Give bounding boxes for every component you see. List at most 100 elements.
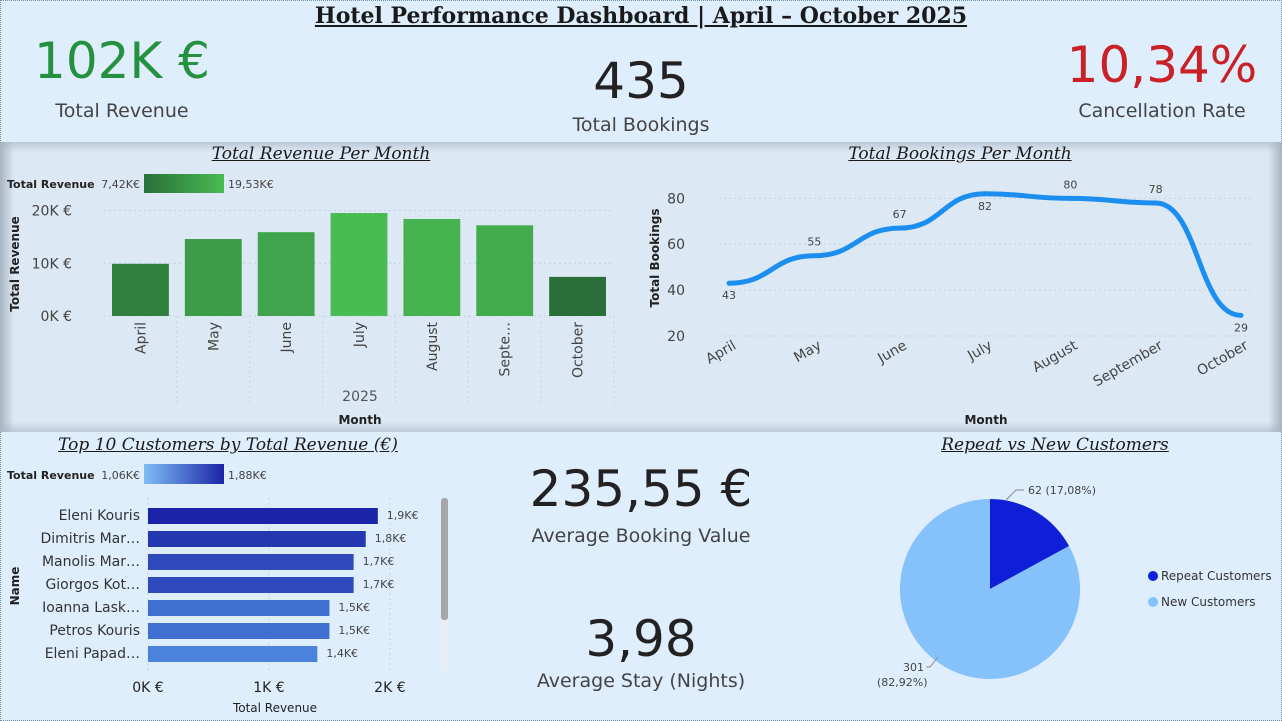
customers-legend-gradient xyxy=(144,464,224,484)
revenue-bar[interactable] xyxy=(112,263,169,316)
bookings-x-tick-label: May xyxy=(791,338,824,366)
revenue-legend-min: 7,42K€ xyxy=(101,178,140,191)
customers-x-tick-label: 2K € xyxy=(374,680,405,696)
customers-x-axis-title: Total Revenue xyxy=(232,701,317,715)
customer-bar[interactable] xyxy=(148,600,330,616)
customer-value-label: 1,7K€ xyxy=(363,555,395,568)
cancellation-rate-label: Cancellation Rate xyxy=(1078,100,1246,122)
bookings-y-tick-label: 20 xyxy=(667,329,685,345)
revenue-legend-gradient xyxy=(144,174,224,193)
bookings-x-tick-label: July xyxy=(964,338,995,365)
dashboard-title: Hotel Performance Dashboard | April – Oc… xyxy=(314,3,968,29)
customer-name-label: Manolis Mar… xyxy=(42,554,140,570)
revenue-x-tick-label: May xyxy=(206,322,222,351)
repeat-slice-label: 62 (17,08%) xyxy=(1028,484,1096,497)
customers-scrollbar-thumb[interactable] xyxy=(441,498,448,620)
revenue-bar[interactable] xyxy=(403,218,461,316)
bookings-x-tick-label: June xyxy=(874,338,909,368)
customer-name-label: Eleni Kouris xyxy=(59,508,140,524)
repeat-label-leader xyxy=(1005,489,1024,501)
revenue-chart-title: Total Revenue Per Month xyxy=(211,144,431,164)
customers-legend-label: Total Revenue xyxy=(7,469,95,482)
customer-bar[interactable] xyxy=(148,508,378,524)
legend-repeat-label: Repeat Customers xyxy=(1161,569,1272,583)
customer-bar[interactable] xyxy=(148,577,354,593)
revenue-bar-chart: Total Revenue 7,42K€ 19,53K€ 0K € 10K € 20… xyxy=(7,174,615,427)
customers-pie-chart: 62 (17,08%) 301 (82,92%) Repeat Customer… xyxy=(877,484,1272,689)
customers-legend-min: 1,06K€ xyxy=(101,469,140,482)
bookings-data-label: 67 xyxy=(893,208,907,221)
legend-new-label: New Customers xyxy=(1161,595,1256,609)
customer-value-label: 1,7K€ xyxy=(363,578,395,591)
total-revenue-value: 102K € xyxy=(34,32,210,90)
customer-bar[interactable] xyxy=(148,646,318,662)
revenue-y-tick-label: 10K € xyxy=(32,256,72,272)
bookings-x-tick-label: September xyxy=(1091,337,1166,390)
customers-x-tick-label: 0K € xyxy=(132,680,163,696)
revenue-x-tick-label: Septe… xyxy=(498,322,514,377)
customer-bar[interactable] xyxy=(148,554,354,570)
bookings-series-line xyxy=(726,191,1244,318)
revenue-legend-label: Total Revenue xyxy=(7,178,95,191)
cancellation-rate-value: 10,34% xyxy=(1066,36,1258,94)
avg-stay-label: Average Stay (Nights) xyxy=(536,670,746,692)
bookings-x-tick-label: October xyxy=(1194,337,1251,379)
revenue-y-tick-label: 20K € xyxy=(32,204,72,220)
pie-slice-repeat[interactable] xyxy=(990,499,1070,589)
customer-bar[interactable] xyxy=(148,623,330,639)
bookings-data-label: 29 xyxy=(1234,321,1248,334)
revenue-bar[interactable] xyxy=(549,276,606,316)
new-slice-label-pct: (82,92%) xyxy=(877,676,928,689)
customer-name-label: Dimitris Mar… xyxy=(41,531,141,547)
revenue-legend-max: 19,53K€ xyxy=(228,178,274,191)
revenue-x-tick-label: April xyxy=(133,322,149,354)
customers-legend-max: 1,88K€ xyxy=(228,469,267,482)
bookings-data-label: 55 xyxy=(807,236,821,249)
bookings-y-tick-label: 60 xyxy=(667,237,685,253)
bookings-line-chart: 20 40 60 80 43 55 67 82 80 78 29 April May June July… xyxy=(648,178,1251,427)
bookings-data-label: 82 xyxy=(978,200,992,213)
revenue-x-tick-label: July xyxy=(352,322,368,348)
customer-value-label: 1,8K€ xyxy=(375,532,407,545)
band-shadow-right xyxy=(1268,142,1282,432)
customer-value-label: 1,5K€ xyxy=(338,601,370,614)
bookings-x-axis-title: Month xyxy=(964,413,1007,427)
revenue-x-axis-title: Month xyxy=(338,413,381,427)
avg-booking-label: Average Booking Value xyxy=(531,525,751,547)
bookings-x-tick-label: August xyxy=(1030,337,1081,376)
revenue-y-axis-title: Total Revenue xyxy=(8,216,22,312)
revenue-bar[interactable] xyxy=(184,239,242,316)
pie-slice-new[interactable] xyxy=(900,499,1080,679)
customers-bar-chart: Total Revenue 1,06K€ 1,88K€ Eleni Kouris… xyxy=(7,464,448,715)
band-shadow-left xyxy=(0,142,14,432)
bookings-y-axis-title: Total Bookings xyxy=(648,209,662,308)
new-slice-label-count: 301 xyxy=(903,661,924,674)
customer-name-label: Ioanna Lask… xyxy=(42,600,140,616)
customer-value-label: 1,5K€ xyxy=(338,624,370,637)
customer-value-label: 1,4K€ xyxy=(326,647,358,660)
bookings-chart-title: Total Bookings Per Month xyxy=(848,144,1072,164)
new-label-leader xyxy=(926,656,939,668)
revenue-bar[interactable] xyxy=(330,213,388,316)
total-bookings-value: 435 xyxy=(593,52,689,110)
revenue-x-tick-label: October xyxy=(571,322,587,378)
customer-name-label: Giorgos Kot… xyxy=(45,577,140,593)
bookings-data-label: 43 xyxy=(722,289,736,302)
customers-y-axis-title: Name xyxy=(8,567,22,606)
revenue-x-tick-label: August xyxy=(425,321,441,371)
legend-repeat-marker xyxy=(1148,571,1158,581)
revenue-bar[interactable] xyxy=(257,232,315,316)
revenue-year-label: 2025 xyxy=(342,389,378,405)
bookings-data-label: 78 xyxy=(1149,183,1163,196)
pie-chart-title: Repeat vs New Customers xyxy=(941,435,1169,455)
customers-chart-title: Top 10 Customers by Total Revenue (€) xyxy=(58,435,398,455)
total-bookings-label: Total Bookings xyxy=(572,114,710,136)
bookings-y-tick-label: 40 xyxy=(667,283,685,299)
revenue-y-tick-label: 0K € xyxy=(41,309,72,325)
bookings-x-tick-label: April xyxy=(703,338,739,368)
customer-name-label: Eleni Papad… xyxy=(45,646,140,662)
customer-bar[interactable] xyxy=(148,531,366,547)
revenue-bar[interactable] xyxy=(476,225,534,316)
customer-value-label: 1,9K€ xyxy=(387,509,419,522)
bookings-y-tick-label: 80 xyxy=(667,191,685,207)
